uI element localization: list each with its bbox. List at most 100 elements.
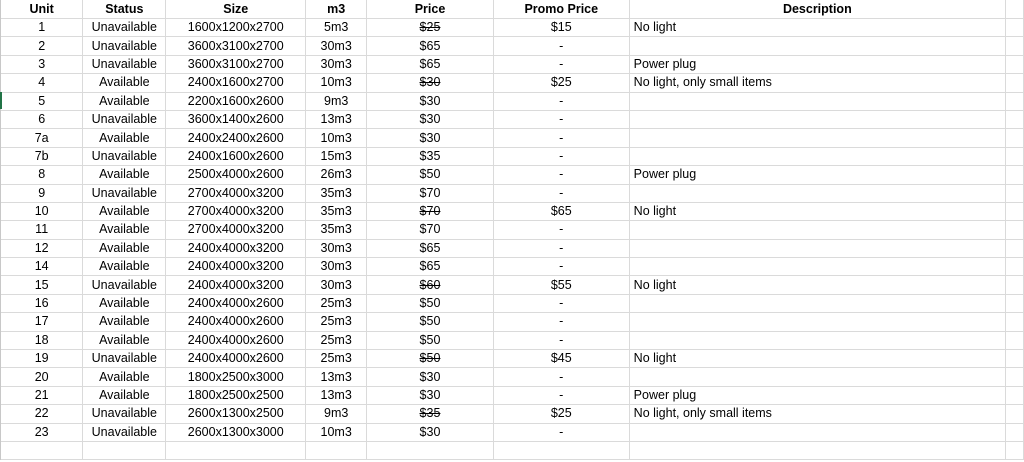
- empty-cell[interactable]: [1005, 165, 1024, 185]
- cell-promo[interactable]: -: [493, 239, 630, 259]
- cell-m3[interactable]: 35m3: [305, 184, 368, 203]
- cell-size[interactable]: 2400x4000x2600: [165, 331, 307, 351]
- cell-status[interactable]: Available: [82, 165, 167, 185]
- cell-status[interactable]: Unavailable: [82, 55, 167, 75]
- cell-promo[interactable]: $15: [493, 18, 630, 38]
- cell-description[interactable]: No light: [629, 275, 1006, 295]
- cell-promo[interactable]: -: [493, 331, 630, 351]
- cell-size[interactable]: 2400x4000x2600: [165, 349, 307, 369]
- cell-status[interactable]: Available: [82, 239, 167, 259]
- empty-cell[interactable]: [1005, 331, 1024, 351]
- cell-promo[interactable]: -: [493, 312, 630, 332]
- cell-m3[interactable]: 9m3: [305, 404, 368, 424]
- empty-cell[interactable]: [366, 441, 494, 461]
- cell-description[interactable]: No light, only small items: [629, 404, 1006, 424]
- cell-size[interactable]: 2400x1600x2600: [165, 147, 307, 167]
- empty-cell[interactable]: [1005, 275, 1024, 295]
- cell-size[interactable]: 3600x3100x2700: [165, 36, 307, 56]
- cell-promo[interactable]: -: [493, 294, 630, 314]
- empty-cell[interactable]: [1005, 202, 1024, 222]
- header-size[interactable]: Size: [165, 0, 307, 19]
- cell-promo[interactable]: -: [493, 423, 630, 442]
- empty-cell[interactable]: [305, 441, 368, 461]
- cell-unit[interactable]: 15: [1, 275, 84, 295]
- cell-description[interactable]: [629, 331, 1006, 351]
- cell-price[interactable]: $50: [366, 165, 494, 185]
- cell-description[interactable]: [629, 423, 1006, 442]
- cell-m3[interactable]: 30m3: [305, 239, 368, 259]
- cell-description[interactable]: No light: [629, 18, 1006, 38]
- cell-size[interactable]: 2700x4000x3200: [165, 184, 307, 203]
- cell-m3[interactable]: 35m3: [305, 202, 368, 222]
- cell-status[interactable]: Unavailable: [82, 349, 167, 369]
- empty-cell[interactable]: [1005, 220, 1024, 240]
- empty-cell[interactable]: [1005, 349, 1024, 369]
- cell-description[interactable]: No light: [629, 349, 1006, 369]
- cell-unit[interactable]: 2: [1, 36, 84, 56]
- cell-promo[interactable]: -: [493, 128, 630, 148]
- cell-promo[interactable]: $55: [493, 275, 630, 295]
- cell-unit[interactable]: 7b: [1, 147, 84, 167]
- cell-promo[interactable]: $25: [493, 73, 630, 93]
- cell-m3[interactable]: 35m3: [305, 220, 368, 240]
- header-price[interactable]: Price: [366, 0, 494, 19]
- cell-m3[interactable]: 10m3: [305, 128, 368, 148]
- cell-size[interactable]: 3600x1400x2600: [165, 110, 307, 130]
- cell-status[interactable]: Unavailable: [82, 147, 167, 167]
- cell-m3[interactable]: 30m3: [305, 257, 368, 277]
- cell-m3[interactable]: 30m3: [305, 36, 368, 56]
- header-status[interactable]: Status: [82, 0, 167, 19]
- cell-price[interactable]: $70: [366, 202, 494, 222]
- cell-description[interactable]: [629, 220, 1006, 240]
- cell-unit[interactable]: 6: [1, 110, 84, 130]
- cell-unit[interactable]: 18: [1, 331, 84, 351]
- cell-price[interactable]: $30: [366, 423, 494, 442]
- cell-price[interactable]: $65: [366, 36, 494, 56]
- cell-promo[interactable]: -: [493, 165, 630, 185]
- cell-unit[interactable]: 3: [1, 55, 84, 75]
- empty-cell[interactable]: [1005, 55, 1024, 75]
- cell-size[interactable]: 2200x1600x2600: [165, 92, 307, 111]
- cell-description[interactable]: Power plug: [629, 55, 1006, 75]
- cell-description[interactable]: [629, 36, 1006, 56]
- empty-cell[interactable]: [1005, 386, 1024, 406]
- empty-cell[interactable]: [1005, 147, 1024, 167]
- cell-status[interactable]: Unavailable: [82, 36, 167, 56]
- cell-unit[interactable]: 10: [1, 202, 84, 222]
- cell-unit[interactable]: 23: [1, 423, 84, 442]
- cell-size[interactable]: 3600x3100x2700: [165, 55, 307, 75]
- cell-status[interactable]: Available: [82, 220, 167, 240]
- empty-cell[interactable]: [1005, 0, 1024, 19]
- header-promo-price[interactable]: Promo Price: [493, 0, 630, 19]
- cell-status[interactable]: Available: [82, 257, 167, 277]
- cell-promo[interactable]: $45: [493, 349, 630, 369]
- cell-status[interactable]: Unavailable: [82, 275, 167, 295]
- cell-description[interactable]: Power plug: [629, 386, 1006, 406]
- cell-price[interactable]: $65: [366, 55, 494, 75]
- empty-cell[interactable]: [1, 441, 84, 461]
- cell-unit[interactable]: 7a: [1, 128, 84, 148]
- cell-m3[interactable]: 26m3: [305, 165, 368, 185]
- empty-cell[interactable]: [1005, 423, 1024, 442]
- cell-promo[interactable]: -: [493, 220, 630, 240]
- empty-cell[interactable]: [1005, 18, 1024, 38]
- cell-unit[interactable]: 9: [1, 184, 84, 203]
- cell-price[interactable]: $30: [366, 128, 494, 148]
- cell-status[interactable]: Available: [82, 386, 167, 406]
- empty-cell[interactable]: [82, 441, 167, 461]
- cell-status[interactable]: Unavailable: [82, 18, 167, 38]
- cell-promo[interactable]: -: [493, 36, 630, 56]
- cell-size[interactable]: 2700x4000x3200: [165, 202, 307, 222]
- cell-m3[interactable]: 15m3: [305, 147, 368, 167]
- cell-size[interactable]: 2400x4000x2600: [165, 294, 307, 314]
- cell-status[interactable]: Available: [82, 128, 167, 148]
- cell-size[interactable]: 2600x1300x3000: [165, 423, 307, 442]
- cell-m3[interactable]: 25m3: [305, 331, 368, 351]
- cell-description[interactable]: [629, 257, 1006, 277]
- cell-m3[interactable]: 25m3: [305, 294, 368, 314]
- cell-promo[interactable]: $25: [493, 404, 630, 424]
- cell-price[interactable]: $30: [366, 386, 494, 406]
- cell-size[interactable]: 2400x4000x3200: [165, 275, 307, 295]
- cell-m3[interactable]: 25m3: [305, 312, 368, 332]
- cell-price[interactable]: $30: [366, 110, 494, 130]
